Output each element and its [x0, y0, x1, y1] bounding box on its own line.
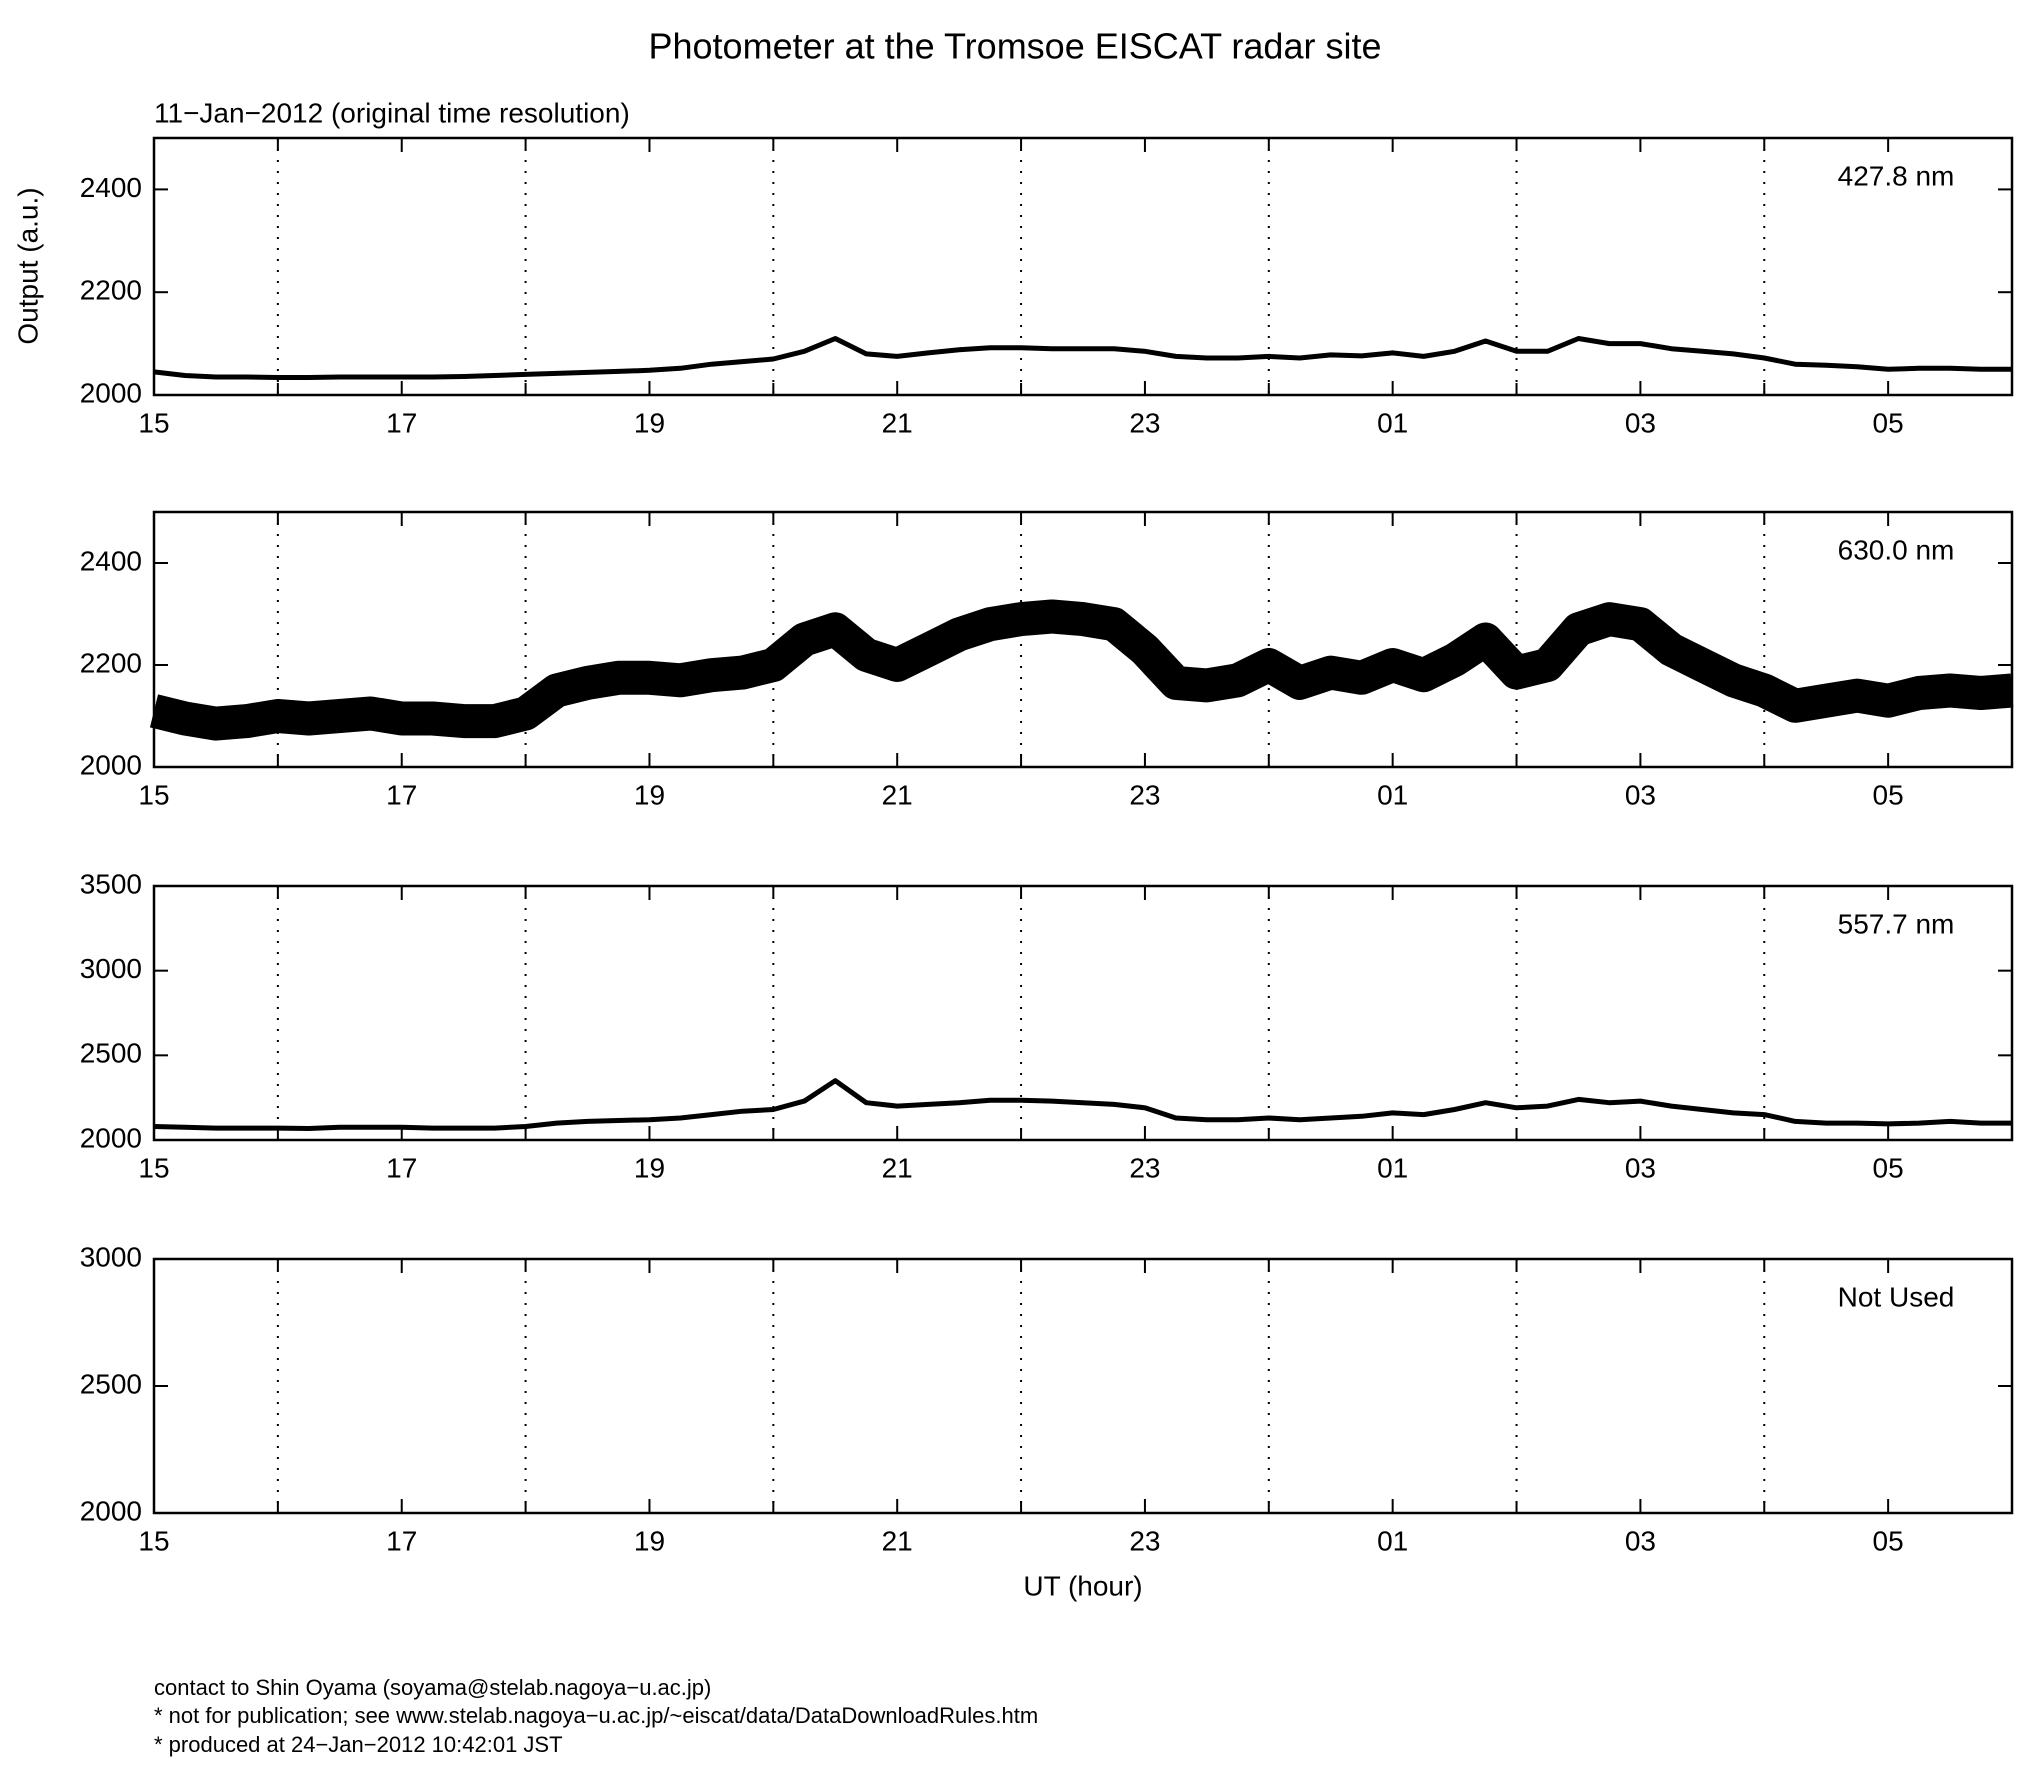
x-tick-label: 21 [882, 407, 913, 438]
x-tick-label: 19 [634, 1525, 665, 1556]
x-tick-label: 23 [1129, 1525, 1160, 1556]
plot-frame [152, 136, 2014, 397]
y-tick-label: 2500 [80, 1038, 142, 1069]
x-tick-label: 03 [1625, 1525, 1656, 1556]
panel-label: 630.0 nm [1838, 534, 1955, 565]
x-tick-label: 05 [1873, 407, 1904, 438]
y-tick-label: 3000 [80, 1241, 142, 1272]
x-tick-label: 15 [138, 779, 169, 810]
x-tick-label: 17 [386, 1525, 417, 1556]
x-tick-label: 15 [138, 1152, 169, 1183]
y-tick-label: 2500 [80, 1368, 142, 1399]
x-tick-label: 03 [1625, 407, 1656, 438]
x-tick-label: 01 [1377, 407, 1408, 438]
plot-frame [152, 884, 2014, 1142]
y-tick-label: 2000 [80, 1122, 142, 1153]
footer-line: * produced at 24−Jan−2012 10:42:01 JST [154, 1732, 563, 1757]
plot-frame [152, 1257, 2014, 1515]
data-line [153, 1078, 2012, 1131]
chart-title: Photometer at the Tromsoe EISCAT radar s… [649, 26, 1382, 67]
x-tick-label: 05 [1873, 1152, 1904, 1183]
x-tick-label: 21 [882, 1525, 913, 1556]
data-line [153, 336, 2012, 380]
panel-label: 427.8 nm [1838, 160, 1955, 191]
x-tick-label: 15 [138, 407, 169, 438]
y-tick-label: 2000 [80, 377, 142, 408]
plot-frame [152, 510, 2014, 769]
footer-line: * not for publication; see www.stelab.na… [154, 1703, 1038, 1728]
y-tick-label: 2400 [80, 172, 142, 203]
data-line [149, 599, 2014, 741]
x-tick-label: 21 [882, 779, 913, 810]
x-tick-label: 21 [882, 1152, 913, 1183]
chart-subtitle: 11−Jan−2012 (original time resolution) [154, 97, 630, 128]
y-tick-label: 2200 [80, 647, 142, 678]
y-tick-label: 2000 [80, 749, 142, 780]
x-tick-label: 05 [1873, 1525, 1904, 1556]
x-tick-label: 23 [1129, 407, 1160, 438]
x-tick-label: 19 [634, 407, 665, 438]
x-tick-label: 17 [386, 407, 417, 438]
y-tick-label: 2000 [80, 1495, 142, 1526]
panel-label: 557.7 nm [1838, 908, 1955, 939]
y-tick-label: 2400 [80, 545, 142, 576]
x-tick-label: 23 [1129, 779, 1160, 810]
x-tick-label: 01 [1377, 779, 1408, 810]
x-tick-label: 19 [634, 779, 665, 810]
y-tick-label: 3500 [80, 868, 142, 899]
y-tick-label: 3000 [80, 953, 142, 984]
x-tick-label: 05 [1873, 779, 1904, 810]
x-tick-label: 15 [138, 1525, 169, 1556]
x-tick-label: 17 [386, 779, 417, 810]
y-axis-label: Output (a.u.) [12, 187, 43, 344]
footer-line: contact to Shin Oyama (soyama@stelab.nag… [154, 1675, 711, 1700]
x-tick-label: 17 [386, 1152, 417, 1183]
x-tick-label: 19 [634, 1152, 665, 1183]
x-tick-label: 23 [1129, 1152, 1160, 1183]
x-tick-label: 03 [1625, 1152, 1656, 1183]
x-tick-label: 03 [1625, 779, 1656, 810]
x-tick-label: 01 [1377, 1152, 1408, 1183]
x-tick-label: 01 [1377, 1525, 1408, 1556]
panel-label: Not Used [1838, 1281, 1955, 1312]
x-axis-label: UT (hour) [1023, 1570, 1142, 1601]
y-tick-label: 2200 [80, 275, 142, 306]
